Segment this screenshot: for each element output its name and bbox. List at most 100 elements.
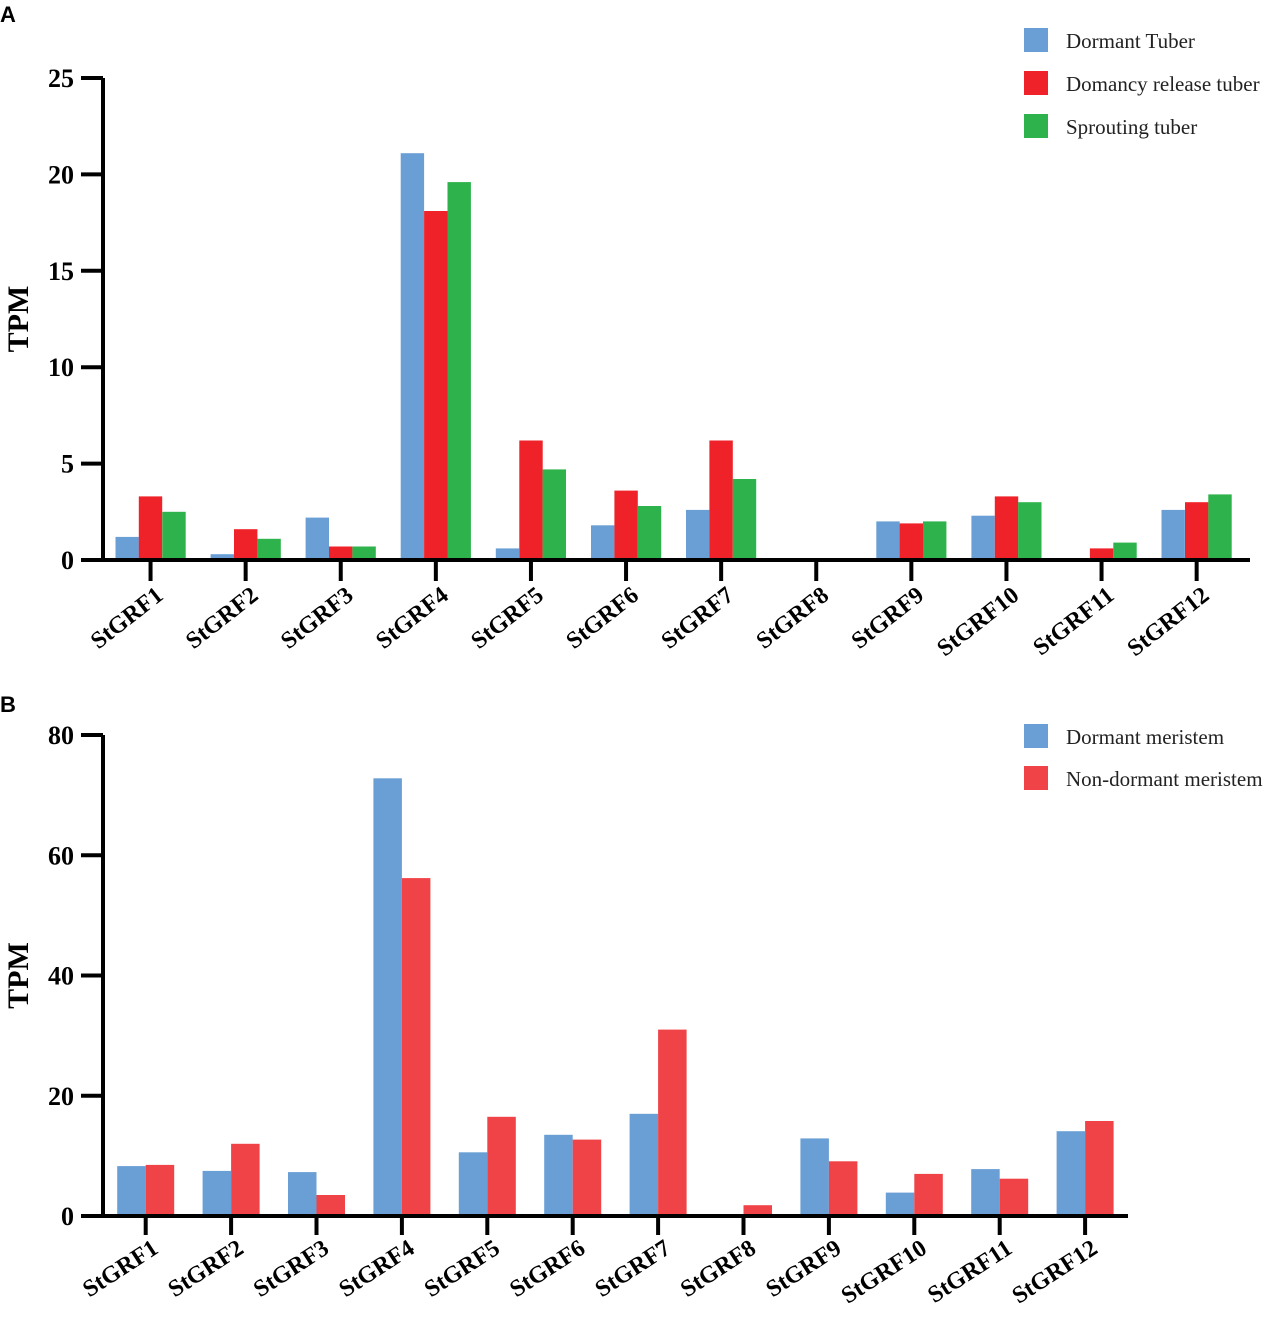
legend-swatch — [1024, 114, 1048, 138]
bar-a-stgrf12-s0 — [1161, 509, 1185, 560]
bar-a-stgrf2-s2 — [257, 538, 281, 560]
bar-a-stgrf3-s1 — [329, 546, 353, 560]
bar-a-stgrf2-s1 — [234, 529, 258, 560]
x-tick-label: StGRF7 — [657, 582, 739, 654]
bar-b-stgrf7-s0 — [629, 1113, 659, 1216]
bar-a-stgrf11-s1 — [1089, 548, 1114, 560]
x-tick-label: StGRF9 — [762, 1235, 847, 1303]
bar-b-stgrf11-s1 — [999, 1178, 1029, 1216]
bar-a-stgrf4-s1 — [424, 211, 448, 560]
x-tick-label: StGRF4 — [371, 582, 453, 654]
bar-a-stgrf4-s0 — [400, 153, 425, 560]
bar-b-stgrf10-s0 — [885, 1192, 915, 1216]
bar-b-stgrf3-s1 — [316, 1195, 345, 1216]
x-tick-label: StGRF1 — [86, 582, 168, 654]
bar-a-stgrf10-s2 — [1018, 502, 1042, 560]
bar-a-stgrf9-s1 — [899, 523, 923, 560]
bar-a-stgrf9-s0 — [876, 521, 900, 560]
y-tick-label: 20 — [48, 1082, 74, 1111]
x-tick-label: StGRF2 — [164, 1235, 249, 1303]
bar-b-stgrf3-s0 — [288, 1172, 317, 1216]
bar-a-stgrf5-s1 — [519, 440, 543, 560]
x-tick-label: StGRF11 — [1029, 582, 1120, 661]
bar-b-stgrf6-s0 — [544, 1134, 573, 1216]
bar-b-stgrf5-s1 — [487, 1116, 516, 1216]
bar-b-stgrf9-s1 — [828, 1161, 858, 1216]
legend-label: Domancy release tuber — [1066, 72, 1260, 96]
x-tick-label: StGRF5 — [466, 582, 548, 654]
y-tick-label: 0 — [61, 1202, 74, 1231]
bar-a-stgrf3-s2 — [352, 546, 376, 560]
bar-b-stgrf10-s1 — [914, 1173, 943, 1216]
x-tick-label: StGRF1 — [78, 1235, 163, 1303]
bar-b-stgrf8-s1 — [743, 1205, 772, 1216]
x-tick-label: StGRF8 — [676, 1235, 761, 1303]
bar-a-stgrf3-s0 — [305, 517, 329, 560]
y-tick-label: 5 — [61, 450, 74, 479]
bar-a-stgrf5-s2 — [542, 469, 566, 560]
x-tick-label: StGRF11 — [923, 1235, 1017, 1308]
y-tick-label: 10 — [48, 353, 74, 382]
bar-a-stgrf2-s0 — [210, 554, 234, 560]
bar-a-stgrf7-s2 — [732, 479, 757, 560]
y-tick-label: 60 — [48, 841, 74, 870]
panel-label-b: B — [0, 692, 16, 717]
bar-b-stgrf11-s0 — [971, 1169, 1000, 1216]
x-tick-label: StGRF12 — [1008, 1235, 1103, 1309]
bar-b-stgrf7-s1 — [658, 1029, 687, 1216]
bar-b-stgrf12-s1 — [1085, 1121, 1114, 1216]
bar-b-stgrf2-s1 — [231, 1143, 260, 1216]
legend-swatch — [1024, 724, 1048, 748]
bar-b-stgrf9-s0 — [800, 1138, 829, 1216]
panel-label-a: A — [0, 2, 16, 27]
bar-a-stgrf6-s0 — [591, 525, 615, 560]
bar-a-stgrf4-s2 — [447, 182, 471, 560]
bar-b-stgrf5-s0 — [458, 1152, 488, 1216]
x-tick-label: StGRF2 — [181, 582, 263, 654]
x-tick-label: StGRF8 — [752, 582, 834, 654]
x-tick-label: StGRF3 — [249, 1235, 334, 1303]
bar-a-stgrf11-s2 — [1113, 542, 1137, 560]
x-tick-label: StGRF5 — [420, 1235, 505, 1303]
legend-swatch — [1024, 28, 1048, 52]
bar-a-stgrf12-s2 — [1208, 494, 1232, 560]
bar-a-stgrf7-s0 — [686, 509, 710, 560]
bar-a-stgrf9-s2 — [923, 521, 947, 560]
bar-a-stgrf1-s2 — [162, 511, 186, 560]
y-tick-label: 0 — [61, 546, 74, 575]
y-tick-label: 20 — [48, 160, 74, 189]
y-tick-label: 25 — [48, 64, 74, 93]
y-tick-label: 40 — [48, 962, 74, 991]
x-tick-label: StGRF7 — [591, 1235, 676, 1303]
bar-b-stgrf12-s0 — [1056, 1131, 1086, 1216]
y-tick-label: 80 — [48, 721, 74, 750]
legend-swatch — [1024, 71, 1048, 95]
bar-a-stgrf6-s1 — [614, 490, 638, 560]
y-axis-title: TPM — [2, 286, 35, 353]
legend-swatch — [1024, 766, 1048, 790]
x-tick-label: StGRF6 — [562, 582, 644, 654]
bar-a-stgrf12-s1 — [1185, 502, 1209, 560]
x-tick-label: StGRF3 — [276, 582, 358, 654]
bar-b-stgrf6-s1 — [572, 1139, 602, 1216]
chart-a: 0 5 10 15 20 25 StGRF1 StGRF2 StGRF3 StGRF4 StGRF5… — [2, 28, 1260, 662]
bar-b-stgrf4-s1 — [401, 878, 431, 1216]
legend-label: Dormant meristem — [1066, 725, 1224, 749]
bar-b-stgrf4-s0 — [373, 778, 402, 1216]
bar-a-stgrf10-s1 — [994, 496, 1019, 560]
bar-a-stgrf7-s1 — [709, 440, 733, 560]
x-tick-label: StGRF6 — [505, 1235, 590, 1303]
bar-a-stgrf10-s0 — [971, 515, 995, 560]
x-tick-label: StGRF10 — [837, 1235, 932, 1309]
bar-b-stgrf2-s0 — [202, 1170, 232, 1216]
bar-a-stgrf5-s0 — [495, 548, 520, 560]
x-tick-label: StGRF4 — [335, 1235, 420, 1303]
y-tick-label: 15 — [48, 257, 74, 286]
legend-label: Sprouting tuber — [1066, 115, 1197, 139]
bar-a-stgrf6-s2 — [637, 506, 662, 560]
y-axis-title: TPM — [2, 942, 35, 1009]
x-tick-label: StGRF10 — [932, 582, 1024, 662]
bar-a-stgrf1-s0 — [115, 536, 139, 560]
